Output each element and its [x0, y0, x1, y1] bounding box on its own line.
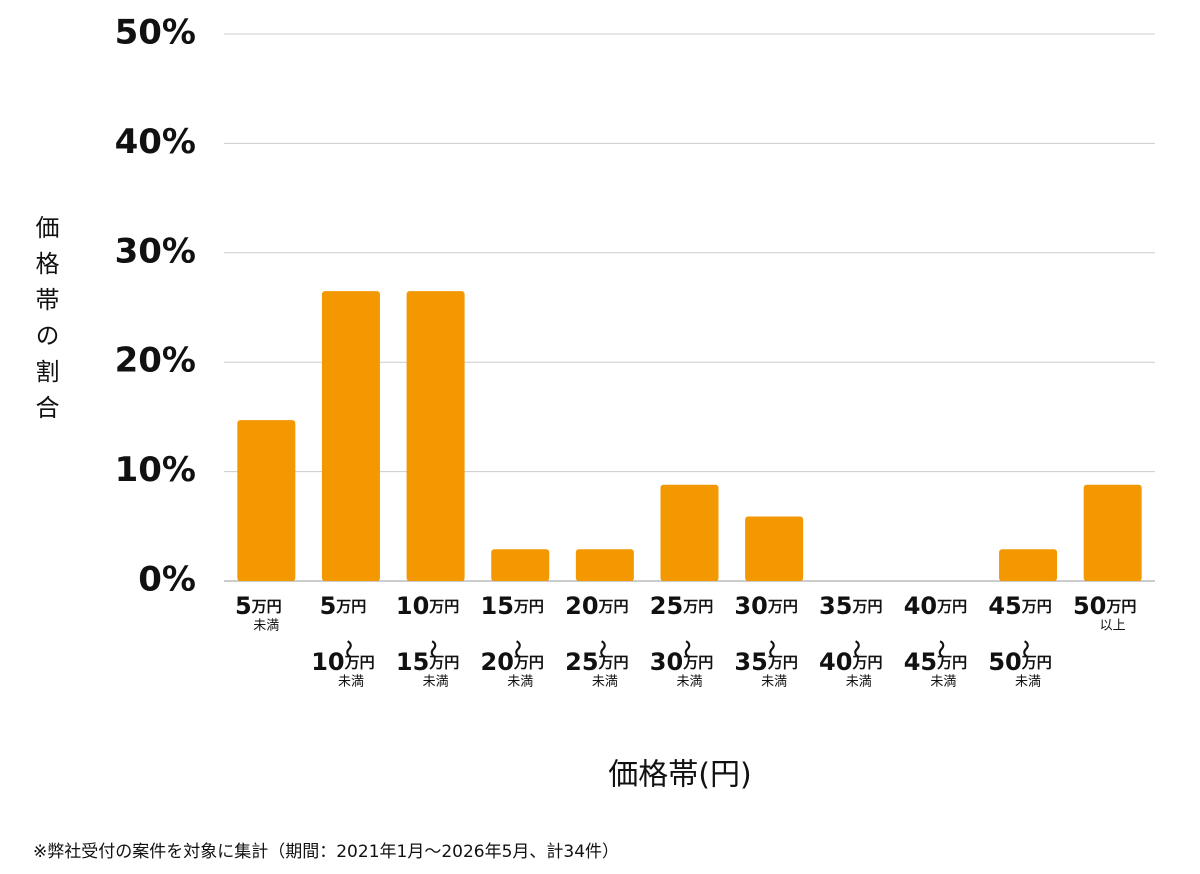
bar	[406, 291, 465, 581]
y-tick-label: 0%	[138, 560, 196, 600]
x-tick-label: 5万円〜10万円未満	[311, 592, 374, 690]
bar	[745, 516, 804, 581]
bar	[321, 291, 380, 581]
x-tick-label: 10万円〜15万円未満	[396, 592, 459, 690]
footnote: ※弊社受付の案件を対象に集計（期間：2021年1月～2026年5月、計34件）	[33, 842, 619, 862]
y-tick-label: 40%	[115, 122, 196, 162]
x-tick-label: 15万円〜20万円未満	[481, 592, 544, 690]
x-tick-label: 45万円〜50万円未満	[988, 592, 1051, 690]
bar	[237, 420, 296, 581]
bar	[999, 549, 1058, 581]
x-tick-label: 30万円〜35万円未満	[734, 592, 797, 690]
y-tick-label: 20%	[115, 341, 196, 381]
x-tick-label: 5万円未満	[235, 592, 282, 634]
x-tick-label: 25万円〜30万円未満	[650, 592, 713, 690]
bar	[660, 484, 719, 581]
bar	[575, 549, 634, 581]
x-tick-label: 40万円〜45万円未満	[904, 592, 967, 690]
y-tick-label: 50%	[115, 13, 196, 53]
x-axis-label: 価格帯(円)	[608, 758, 751, 793]
x-tick-label: 20万円〜25万円未満	[565, 592, 628, 690]
bar	[1083, 484, 1142, 581]
y-axis-label: 価格帯の割合	[31, 215, 59, 431]
bar	[491, 549, 550, 581]
y-tick-label: 10%	[115, 450, 196, 490]
x-tick-label: 35万円〜40万円未満	[819, 592, 882, 690]
x-tick-label: 50万円以上	[1073, 592, 1136, 634]
y-tick-label: 30%	[115, 231, 196, 271]
